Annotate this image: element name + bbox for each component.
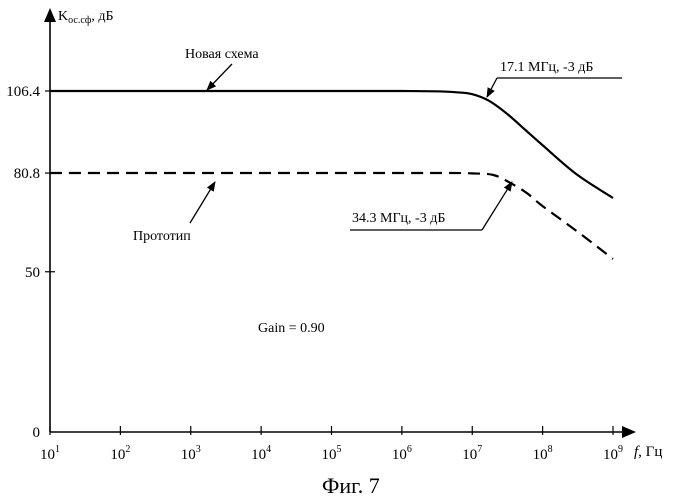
x-tick-label-base: 10: [40, 447, 55, 463]
cutoff-annotation-new-circuit: 17.1 МГц, -3 дБ: [500, 60, 593, 75]
x-tick-label-base: 10: [603, 447, 618, 463]
x-tick-label-exp: 2: [125, 444, 130, 455]
cutoff-annotation-prototype: 34.3 МГц, -3 дБ: [352, 211, 445, 226]
y-axis-label-unit: , дБ: [91, 9, 113, 24]
y-tick-label-3: 106.4: [6, 84, 40, 100]
y-axis-label: Kос.сф, дБ: [58, 9, 114, 26]
x-tick-label-base: 10: [322, 447, 337, 463]
x-tick-label-0: 101: [40, 444, 60, 463]
gain-note: Gain = 0.90: [258, 321, 325, 336]
x-tick-label-base: 10: [251, 447, 266, 463]
series-label-new-circuit: Новая схема: [185, 47, 259, 62]
x-tick-label-exp: 7: [477, 444, 482, 455]
x-axis-label: f, Гц: [634, 444, 662, 460]
x-tick-label-4: 105: [322, 444, 342, 463]
annotation-pointer-prototype: [482, 182, 512, 230]
x-tick-label-exp: 9: [618, 444, 623, 455]
x-tick-label-2: 103: [181, 444, 201, 463]
series-line-prototype: [50, 173, 613, 259]
x-tick-label-5: 106: [392, 444, 412, 463]
x-tick-label-base: 10: [392, 447, 407, 463]
y-tick-label-2: 80.8: [14, 166, 40, 182]
frequency-response-chart: Kос.сф, дБ f, Гц 05080.8106.4 1011021031…: [0, 0, 678, 500]
annotation-pointer-new-circuit: [487, 78, 497, 97]
x-tick-label-exp: 4: [266, 444, 271, 455]
figure-caption: Фиг. 7: [322, 473, 380, 498]
x-tick-label-1: 102: [110, 444, 130, 463]
x-tick-label-exp: 5: [337, 444, 342, 455]
x-tick-label-3: 104: [251, 444, 271, 463]
x-tick-label-exp: 1: [55, 444, 60, 455]
x-tick-label-exp: 8: [548, 444, 553, 455]
x-tick-label-base: 10: [110, 447, 125, 463]
y-axis-label-sub: ос.сф: [68, 15, 92, 26]
leader-prototype: [190, 182, 215, 223]
x-tick-label-exp: 3: [196, 444, 201, 455]
x-tick-label-8: 109: [603, 444, 623, 463]
x-tick-label-6: 107: [462, 444, 482, 463]
x-tick-label-base: 10: [181, 447, 196, 463]
y-axis-arrow: [44, 8, 56, 22]
x-tick-label-base: 10: [462, 447, 477, 463]
y-tick-label-1: 50: [25, 265, 40, 281]
y-axis-label-main: K: [58, 9, 68, 24]
y-ticks: 0 50 80.8 106.4: [6, 84, 55, 441]
leader-new-circuit: [207, 64, 232, 90]
x-axis-label-unit: , Гц: [638, 444, 662, 460]
x-tick-label-7: 108: [533, 444, 553, 463]
x-tick-label-exp: 6: [407, 444, 412, 455]
series-line-new-circuit: [50, 91, 613, 198]
x-tick-label-base: 10: [533, 447, 548, 463]
y-tick-label-0: 0: [33, 425, 41, 441]
x-axis-arrow: [622, 426, 636, 438]
series-label-prototype: Прототип: [133, 229, 191, 244]
